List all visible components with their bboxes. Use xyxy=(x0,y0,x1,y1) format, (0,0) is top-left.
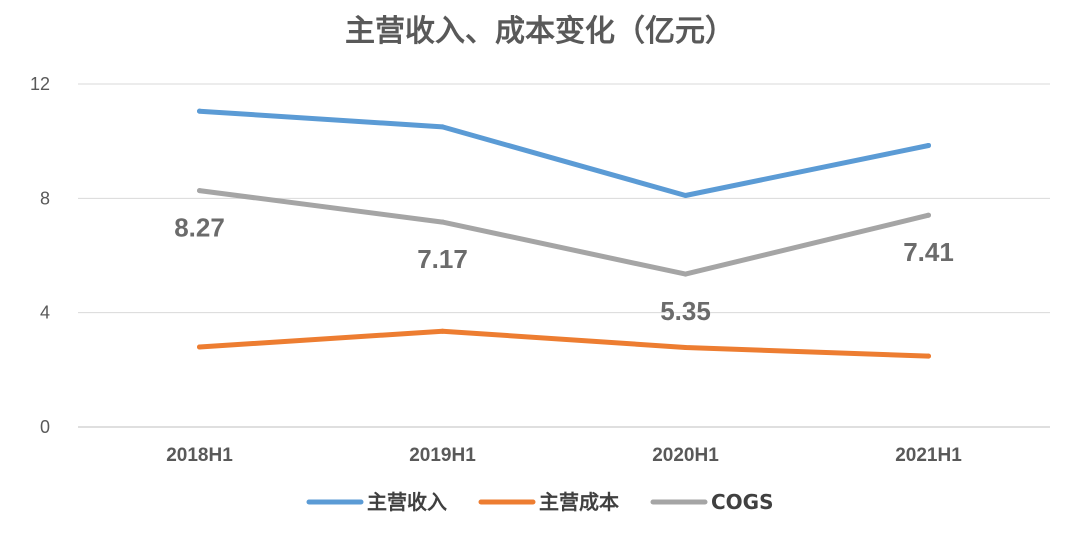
data-point xyxy=(683,271,688,277)
data-point xyxy=(926,212,931,218)
data-point xyxy=(440,219,445,225)
data-label: 7.41 xyxy=(903,237,954,267)
legend-label: 主营收入 xyxy=(367,490,447,514)
y-tick-label: 12 xyxy=(30,74,50,94)
data-point xyxy=(440,328,445,334)
data-point xyxy=(926,353,931,359)
y-tick-label: 4 xyxy=(40,303,50,323)
data-point xyxy=(197,188,202,194)
data-label: 5.35 xyxy=(660,296,711,326)
series-line xyxy=(197,188,931,277)
legend-label: COGS xyxy=(711,490,774,514)
legend-label: 主营成本 xyxy=(539,490,619,514)
x-tick-label: 2020H1 xyxy=(652,445,719,466)
data-point xyxy=(683,192,688,198)
series-line xyxy=(197,108,931,198)
y-tick-label: 8 xyxy=(40,188,50,208)
data-point xyxy=(197,108,202,114)
x-tick-label: 2018H1 xyxy=(166,445,233,466)
data-point xyxy=(683,345,688,351)
series-line xyxy=(197,328,931,359)
data-label: 7.17 xyxy=(417,244,468,274)
x-tick-label: 2019H1 xyxy=(409,445,476,466)
x-tick-label: 2021H1 xyxy=(895,445,962,466)
data-label: 8.27 xyxy=(174,213,225,243)
data-point xyxy=(926,142,931,148)
chart-title: 主营收入、成本变化（亿元） xyxy=(345,14,735,49)
data-point xyxy=(197,344,202,350)
y-tick-label: 0 xyxy=(40,417,50,437)
data-point xyxy=(440,124,445,130)
